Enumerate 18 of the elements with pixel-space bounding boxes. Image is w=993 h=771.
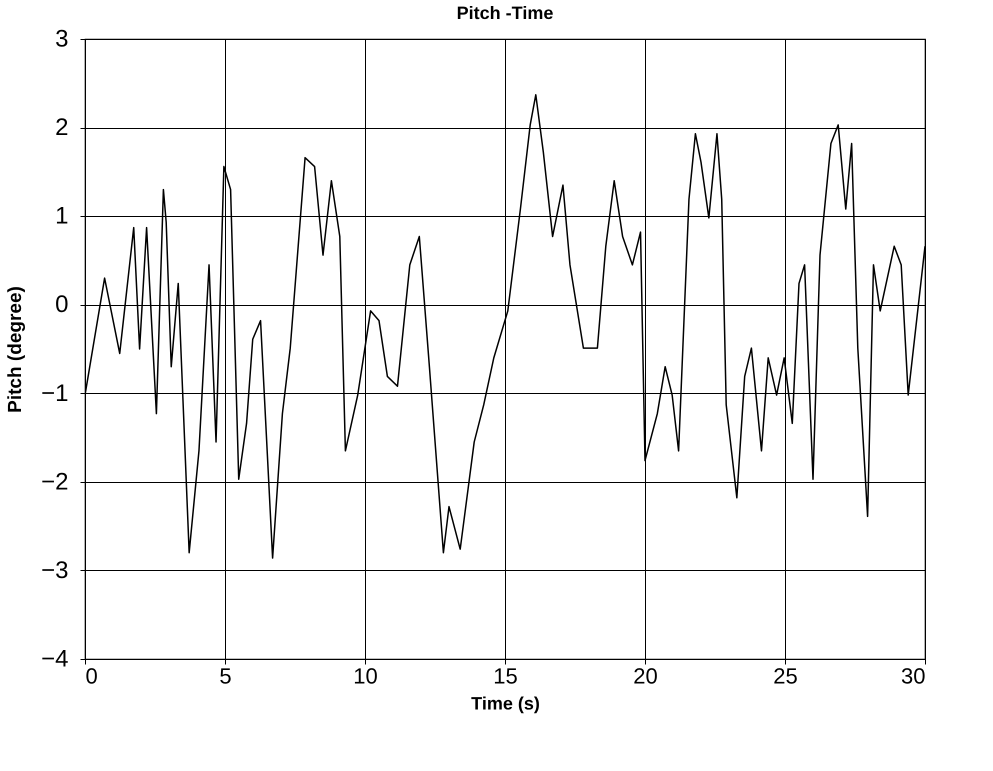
y-axis-title: Pitch (degree) xyxy=(5,286,26,413)
x-tick-label: 10 xyxy=(353,664,378,688)
x-tick-label: 30 xyxy=(901,664,926,688)
y-tick-label: −1 xyxy=(41,380,68,407)
y-tick-label: −4 xyxy=(41,646,68,672)
y-tick-label: 3 xyxy=(55,26,68,52)
y-tick-label: −2 xyxy=(41,468,68,496)
x-tick-label: 5 xyxy=(219,664,232,688)
y-tick-label: 1 xyxy=(55,202,68,230)
chart-title: Pitch -Time xyxy=(456,3,554,23)
y-tick-label: 0 xyxy=(55,291,68,318)
x-axis-title: Time (s) xyxy=(471,694,540,714)
x-tick-label: 25 xyxy=(773,664,798,688)
x-tick-label: 15 xyxy=(493,664,518,688)
y-tick-label: 2 xyxy=(55,114,68,142)
x-tick-label: 0 xyxy=(86,664,98,688)
x-tick-label: 20 xyxy=(633,664,658,688)
y-tick-label: −3 xyxy=(41,556,68,584)
